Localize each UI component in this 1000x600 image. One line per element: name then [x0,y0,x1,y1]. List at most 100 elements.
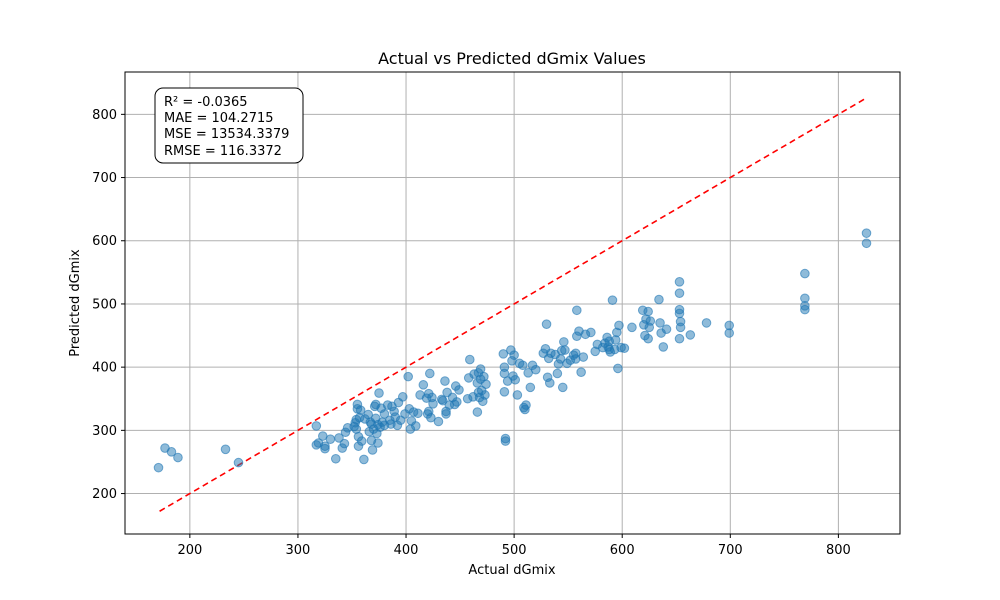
scatter-points [153,228,872,473]
data-point [586,327,596,338]
data-point [674,277,685,287]
data-point [510,374,521,385]
x-tick-label: 200 [177,543,202,558]
data-point [619,343,630,353]
data-point [552,368,563,379]
data-point [334,433,344,443]
data-point [428,399,438,409]
x-axis-label: Actual dGmix [468,563,555,578]
data-point [658,342,669,352]
data-point [512,390,523,400]
data-point [472,407,483,417]
data-point [233,457,244,468]
data-point [441,409,451,419]
data-point [800,304,810,315]
data-point [627,322,637,333]
data-point [437,395,448,406]
data-point [654,294,664,305]
data-point [454,385,464,395]
data-point [541,319,552,329]
y-tick-label: 800 [92,108,117,123]
grid [125,72,900,534]
data-point [675,316,686,327]
stat-rmse: RMSE = 116.3372 [164,144,282,159]
data-point [403,371,413,382]
x-tick-label: 700 [718,543,743,558]
data-point [325,434,336,444]
data-point [643,333,653,344]
data-point [452,397,462,407]
data-point [440,376,450,386]
data-point [861,228,872,238]
y-tick-label: 600 [92,234,117,249]
data-point [674,304,685,315]
data-point [397,392,408,402]
data-point [560,345,570,355]
data-point [500,433,511,444]
data-point [480,390,490,400]
data-point [330,453,341,464]
axis-ticks: 200 300 400 500 600 700 800 200 300 400 500 600 700 8… [92,108,851,558]
data-point [355,405,366,415]
x-tick-label: 800 [826,543,851,558]
data-point [356,436,367,446]
stats-box-frame [154,87,304,164]
data-point [614,320,624,331]
x-tick-label: 400 [394,543,419,558]
data-point [861,238,872,249]
data-point [674,333,685,344]
x-tick-label: 300 [286,543,311,558]
data-point [379,409,390,419]
y-axis-label: Predicted dGmix [68,249,83,357]
y-tick-label: 200 [92,487,117,502]
data-point [572,305,582,316]
x-tick-label: 500 [502,543,527,558]
data-point [613,363,623,374]
data-point [498,349,509,359]
data-point [607,295,618,305]
data-point [517,360,528,371]
data-point [800,268,810,279]
data-point [359,454,369,465]
y-tick-label: 400 [92,361,117,376]
x-tick-label: 600 [610,543,635,558]
data-point [521,400,531,410]
data-point [311,421,322,431]
data-point [153,462,164,473]
y-tick-label: 300 [92,424,117,439]
data-point [418,380,429,390]
data-point [645,316,656,326]
data-point [339,438,350,449]
plot-frame [124,71,901,535]
data-point [320,443,330,454]
y-tick-label: 500 [92,297,117,312]
data-point [655,318,665,328]
data-point [578,352,589,362]
data-point [530,364,541,375]
data-point [173,452,183,463]
identity-reference-line [159,97,867,512]
data-point [525,382,536,393]
y-tick-label: 700 [92,171,117,186]
data-point [499,386,510,397]
data-point [481,379,491,390]
data-point [576,367,586,378]
data-point [410,421,421,431]
data-point [544,378,555,388]
data-point [425,368,435,379]
data-point [643,306,653,317]
data-point [724,320,735,331]
data-point [559,337,569,347]
data-point [509,350,519,360]
data-point [661,324,672,335]
chart-title: Actual vs Predicted dGmix Values [378,49,646,68]
data-point [367,445,378,455]
data-point [465,354,475,365]
data-point [433,416,444,427]
data-point [220,444,231,455]
data-point [426,412,436,423]
stat-mse: MSE = 13534.3379 [164,127,289,142]
data-point [557,382,568,393]
data-point [701,318,712,328]
data-point [413,408,423,419]
